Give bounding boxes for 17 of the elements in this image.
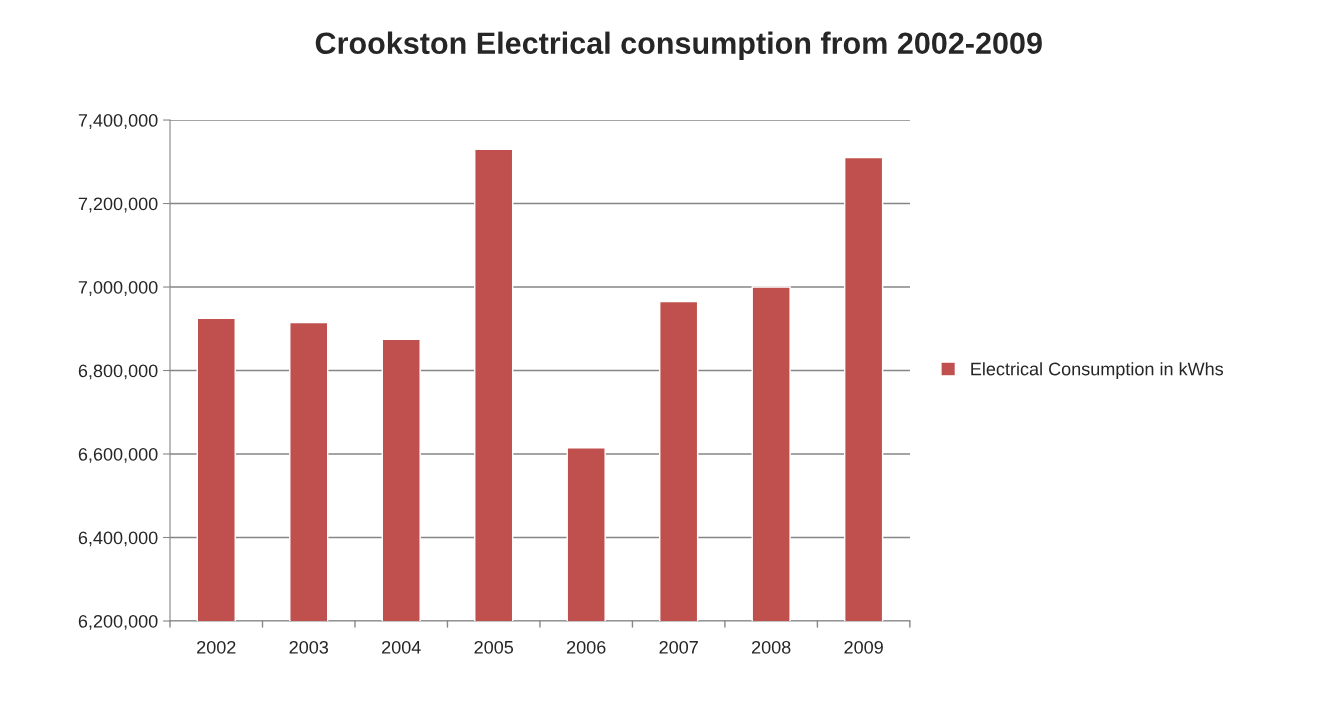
x-tick-label: 2005 [474, 640, 514, 654]
legend-label: Electrical Consumption in kWhs [971, 362, 1224, 379]
x-tick-label: 2007 [659, 640, 698, 654]
x-tick-label: 2009 [844, 640, 883, 654]
y-tick-label: 6,800,000 [78, 364, 158, 380]
x-tick-label: 2004 [382, 640, 421, 654]
chart-title: Crookston Electrical consumption from 2002-2009 [315, 31, 1042, 61]
y-tick-label: 6,400,000 [78, 531, 158, 547]
y-tick-label: 7,200,000 [78, 197, 158, 213]
x-tick-label: 2003 [289, 640, 329, 654]
y-tick-label: 7,000,000 [78, 280, 158, 296]
x-tick-label: 2008 [751, 640, 791, 654]
y-tick-label: 6,200,000 [78, 614, 158, 630]
x-tick-label: 2002 [197, 640, 236, 654]
x-tick-label: 2006 [567, 640, 606, 654]
y-tick-label: 7,400,000 [78, 113, 158, 129]
y-tick-label: 6,600,000 [78, 447, 158, 463]
